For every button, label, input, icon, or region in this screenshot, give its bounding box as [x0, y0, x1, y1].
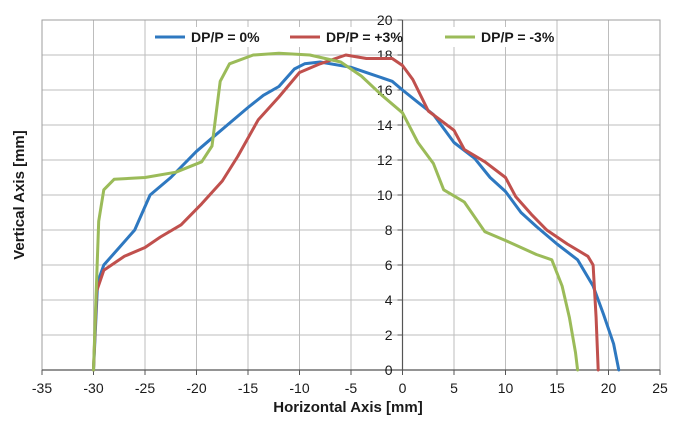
legend: DP/P = 0% DP/P = +3% DP/P = -3%: [153, 27, 556, 47]
y-tick-label: 6: [385, 257, 393, 273]
x-tick-label: 0: [399, 380, 407, 396]
legend-label: DP/P = 0%: [191, 29, 260, 45]
x-tick-label: -30: [83, 380, 103, 396]
grid: [41, 19, 661, 371]
x-tick-label: -15: [238, 380, 258, 396]
series-line-3: [92, 51, 580, 372]
x-tick-label: 15: [549, 380, 565, 396]
x-tick-label: 10: [498, 380, 514, 396]
series-line-1: [92, 60, 621, 372]
y-tick-label: 2: [385, 327, 393, 343]
y-tick-label: 14: [377, 117, 393, 133]
series-lines: [92, 51, 621, 372]
y-tick-label: 10: [377, 187, 393, 203]
y-tick-label: 0: [385, 362, 393, 378]
legend-label: DP/P = +3%: [326, 29, 403, 45]
x-tick-label: 20: [601, 380, 617, 396]
legend-label: DP/P = -3%: [481, 29, 555, 45]
legend-bg: [153, 27, 258, 47]
axes: -35 -30 -25 -20 -15 -10 -5 0 5 10 15 20 25 0 2 4 6 8 10 12 1…: [32, 12, 668, 396]
series-line-2: [92, 53, 600, 372]
x-tick-label: -5: [345, 380, 358, 396]
y-tick-label: 18: [377, 47, 393, 63]
y-tick-label: 8: [385, 222, 393, 238]
x-tick-label: -20: [186, 380, 206, 396]
x-tick-label: 25: [652, 380, 668, 396]
y-tick-label: 12: [377, 152, 393, 168]
x-axis-title: Horizontal Axis [mm]: [273, 399, 422, 416]
y-tick-label: 20: [377, 12, 393, 28]
x-tick-label: -35: [32, 380, 52, 396]
legend-bg: [443, 27, 556, 47]
y-axis-title: Vertical Axis [mm]: [11, 130, 28, 260]
x-tick-label: -10: [289, 380, 309, 396]
x-tick-label: 5: [450, 380, 458, 396]
legend-bg: [288, 27, 401, 47]
y-tick-label: 4: [385, 292, 393, 308]
x-tick-label: -25: [135, 380, 155, 396]
y-tick-label: 16: [377, 82, 393, 98]
